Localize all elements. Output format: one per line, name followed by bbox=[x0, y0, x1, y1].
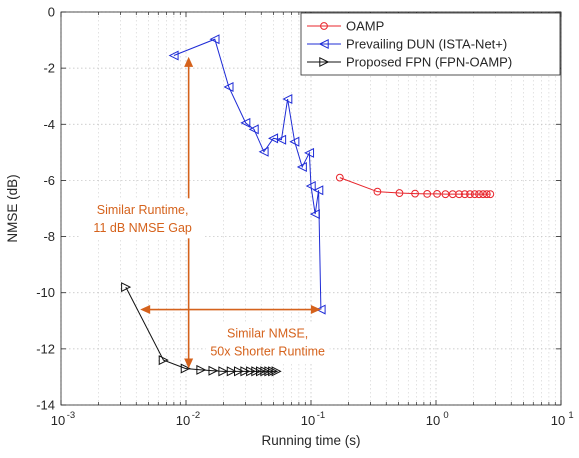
annotation-text: Similar NMSE, bbox=[227, 326, 308, 340]
y-tick-label: -2 bbox=[43, 61, 55, 76]
data-point bbox=[460, 190, 469, 199]
annotation-background bbox=[205, 321, 330, 362]
data-point bbox=[276, 134, 287, 145]
data-point bbox=[315, 304, 326, 315]
data-point bbox=[223, 81, 234, 92]
legend-label: OAMP bbox=[346, 19, 384, 34]
data-point bbox=[282, 94, 293, 105]
data-point bbox=[373, 187, 382, 196]
legend-entry: Prevailing DUN (ISTA-Net+) bbox=[307, 37, 507, 52]
data-point bbox=[208, 365, 219, 376]
legend: OAMP Prevailing DUN (ISTA-Net+) Proposed F… bbox=[300, 12, 561, 76]
data-point bbox=[180, 363, 191, 374]
y-tick-label: -8 bbox=[43, 229, 55, 244]
data-point bbox=[486, 190, 495, 199]
legend-marker bbox=[318, 38, 329, 50]
data-point bbox=[482, 190, 491, 199]
legend-entry: OAMP bbox=[307, 19, 384, 34]
y-axis: 0 -2 -4 -6 -8 -10 -12 -14 bbox=[36, 5, 561, 413]
legend-box bbox=[300, 12, 561, 76]
y-tick-label: -4 bbox=[43, 117, 55, 132]
data-point bbox=[433, 190, 441, 198]
data-point bbox=[240, 117, 251, 128]
data-point bbox=[268, 133, 279, 144]
x-tick-label-exponent: -3 bbox=[67, 410, 75, 421]
legend-entry: Proposed FPN (FPN-OAMP) bbox=[307, 55, 512, 70]
annotation-layer: Similar Runtime, 11 dB NMSE Gap Similar NM… bbox=[80, 56, 330, 369]
y-tick-label: -6 bbox=[43, 173, 55, 188]
data-point bbox=[196, 364, 207, 375]
data-point bbox=[240, 366, 251, 377]
data-point bbox=[246, 366, 257, 377]
series-layer bbox=[121, 34, 495, 377]
data-point bbox=[335, 173, 344, 182]
data-point bbox=[271, 366, 282, 377]
series-2 bbox=[121, 282, 282, 377]
annotation-text: Similar Runtime, bbox=[97, 203, 189, 217]
x-tick-label-exponent: -2 bbox=[192, 410, 200, 421]
x-tick-label: 10 bbox=[426, 413, 440, 428]
x-tick-label: 10 bbox=[51, 413, 65, 428]
x-tick-label: 10 bbox=[301, 413, 315, 428]
series-1 bbox=[168, 34, 326, 315]
data-point bbox=[304, 147, 315, 158]
legend-label: Prevailing DUN (ISTA-Net+) bbox=[346, 37, 507, 52]
x-axis: 10 -3 10 -2 10 -1 10 0 10 1 bbox=[51, 12, 574, 428]
x-tick-label-exponent: 1 bbox=[568, 410, 573, 421]
data-point bbox=[251, 366, 262, 377]
series-line bbox=[173, 38, 322, 310]
x-tick-label-exponent: -1 bbox=[317, 410, 325, 421]
legend-marker bbox=[320, 22, 328, 30]
data-point bbox=[423, 190, 432, 198]
data-point bbox=[466, 190, 474, 199]
data-point bbox=[313, 185, 324, 196]
y-tick-label: 0 bbox=[48, 5, 55, 20]
data-point bbox=[309, 209, 320, 220]
annotation-text: 11 dB NMSE Gap bbox=[93, 221, 191, 235]
data-point bbox=[470, 190, 479, 199]
legend-label: Proposed FPN (FPN-OAMP) bbox=[346, 55, 512, 70]
data-point bbox=[258, 146, 269, 157]
x-axis-label: Running time (s) bbox=[261, 433, 360, 448]
annotation-0: Similar Runtime, 11 dB NMSE Gap bbox=[80, 56, 205, 369]
arrow-head bbox=[310, 305, 321, 315]
y-tick-label: -10 bbox=[36, 285, 55, 300]
annotation-background bbox=[80, 198, 205, 239]
data-point bbox=[268, 366, 279, 377]
data-point bbox=[248, 124, 259, 135]
annotation-1: Similar NMSE, 50x Shorter Runtime bbox=[140, 305, 330, 362]
y-axis-label: NMSE (dB) bbox=[5, 174, 20, 242]
series-0 bbox=[335, 173, 495, 199]
data-point bbox=[121, 282, 132, 293]
x-tick-label: 10 bbox=[551, 413, 565, 428]
data-point bbox=[218, 366, 229, 377]
data-point bbox=[395, 189, 404, 197]
data-point bbox=[411, 189, 419, 198]
arrow-head bbox=[140, 305, 151, 315]
data-point bbox=[305, 181, 316, 192]
annotation-text: 50x Shorter Runtime bbox=[210, 344, 325, 358]
data-point bbox=[209, 34, 220, 45]
data-point bbox=[234, 366, 245, 377]
arrow-head bbox=[184, 56, 194, 67]
data-point bbox=[296, 161, 307, 172]
data-point bbox=[289, 136, 300, 147]
data-point bbox=[168, 50, 179, 61]
x-tick-label-exponent: 0 bbox=[443, 410, 448, 421]
data-point bbox=[455, 190, 463, 199]
arrow-head bbox=[184, 358, 194, 369]
data-point bbox=[475, 190, 483, 199]
legend-marker bbox=[319, 56, 330, 68]
data-point bbox=[158, 355, 169, 366]
y-tick-label: -12 bbox=[36, 341, 55, 356]
x-tick-label: 10 bbox=[176, 413, 190, 428]
y-tick-label: -14 bbox=[36, 398, 55, 413]
data-point bbox=[226, 366, 237, 377]
